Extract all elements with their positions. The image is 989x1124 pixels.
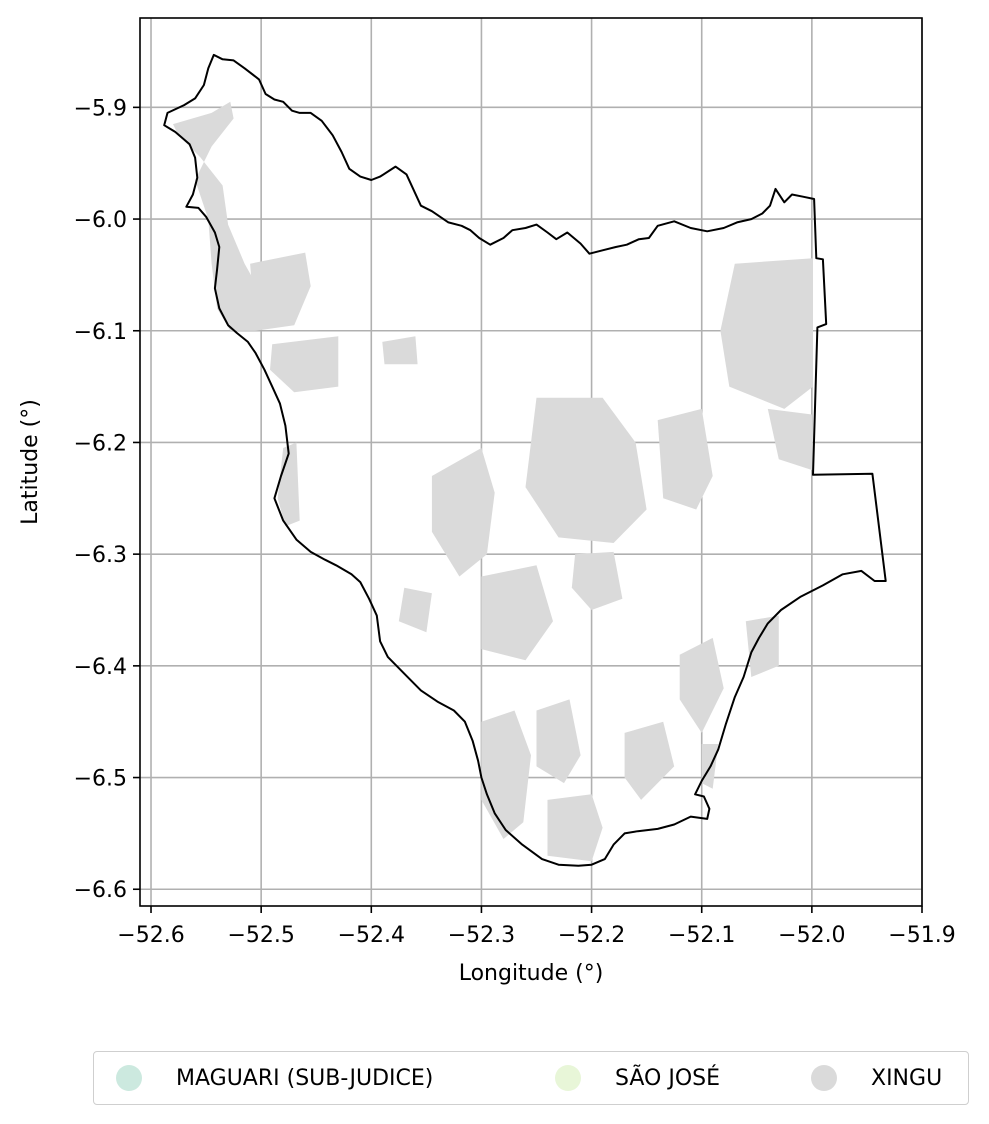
axes-frame [139, 17, 923, 907]
x-tick-label-1: −52.5 [227, 923, 294, 948]
region-2-2 [270, 336, 339, 393]
region-2-16 [547, 794, 603, 862]
region-2-6 [525, 397, 647, 543]
x-tick-label-2: −52.4 [338, 923, 405, 948]
legend-item-sao-jose: SÃO JOSÉ [555, 1052, 720, 1104]
region-2-7 [657, 408, 713, 510]
region-2-17 [624, 721, 675, 800]
legend-label-maguari: MAGUARI (SUB-JUDICE) [176, 1065, 434, 1091]
legend-marker-sao-jose [555, 1065, 581, 1091]
region-2-5 [431, 448, 495, 577]
y-tick-label-2: −6.1 [74, 320, 127, 345]
region-fills [173, 101, 813, 862]
x-axis-label: Longitude (°) [459, 961, 604, 986]
y-tick-label-1: −6.0 [74, 208, 127, 233]
y-tick-label-0: −5.9 [74, 96, 127, 121]
y-tick-label-7: −6.6 [74, 878, 127, 903]
legend: MAGUARI (SUB-JUDICE) SÃO JOSÉ XINGU [93, 1051, 969, 1105]
region-2-0 [173, 101, 264, 331]
x-tick-label-6: −52.0 [778, 923, 845, 948]
x-tick-label-3: −52.3 [448, 923, 515, 948]
legend-item-maguari: MAGUARI (SUB-JUDICE) [116, 1052, 433, 1104]
legend-label-sao-jose: SÃO JOSÉ [615, 1065, 721, 1091]
x-tick-label-0: −52.6 [117, 923, 184, 948]
y-tick-label-4: −6.3 [74, 543, 127, 568]
region-2-10 [398, 587, 432, 633]
y-axis-label: Latitude (°) [18, 399, 43, 525]
y-tick-label-6: −6.5 [74, 767, 127, 792]
y-tick-label-5: −6.4 [74, 655, 127, 680]
x-tick-label-5: −52.1 [668, 923, 735, 948]
map-boundary [163, 53, 887, 867]
municipality-boundary [163, 53, 887, 867]
region-2-12 [767, 408, 813, 471]
region-2-3 [277, 442, 300, 527]
y-tick-label-3: −6.2 [74, 431, 127, 456]
region-2-19 [745, 615, 779, 677]
region-2-15 [536, 699, 581, 784]
x-tick-label-4: −52.2 [558, 923, 625, 948]
region-2-9 [571, 551, 623, 610]
legend-item-xingu: XINGU [811, 1052, 942, 1104]
region-2-8 [481, 565, 553, 661]
axis-ticks: −52.6 −52.5 −52.4 −52.3 −52.2 −52.1 −52.0 −51.9… [74, 96, 956, 948]
x-tick-label-7: −51.9 [888, 923, 955, 948]
region-2-11 [720, 258, 813, 409]
region-2-1 [250, 252, 311, 331]
region-2-13 [679, 637, 724, 733]
legend-label-xingu: XINGU [871, 1065, 943, 1091]
legend-marker-maguari [116, 1065, 142, 1091]
legend-marker-xingu [811, 1065, 837, 1091]
region-2-4 [382, 336, 418, 365]
region-2-14 [481, 710, 531, 839]
